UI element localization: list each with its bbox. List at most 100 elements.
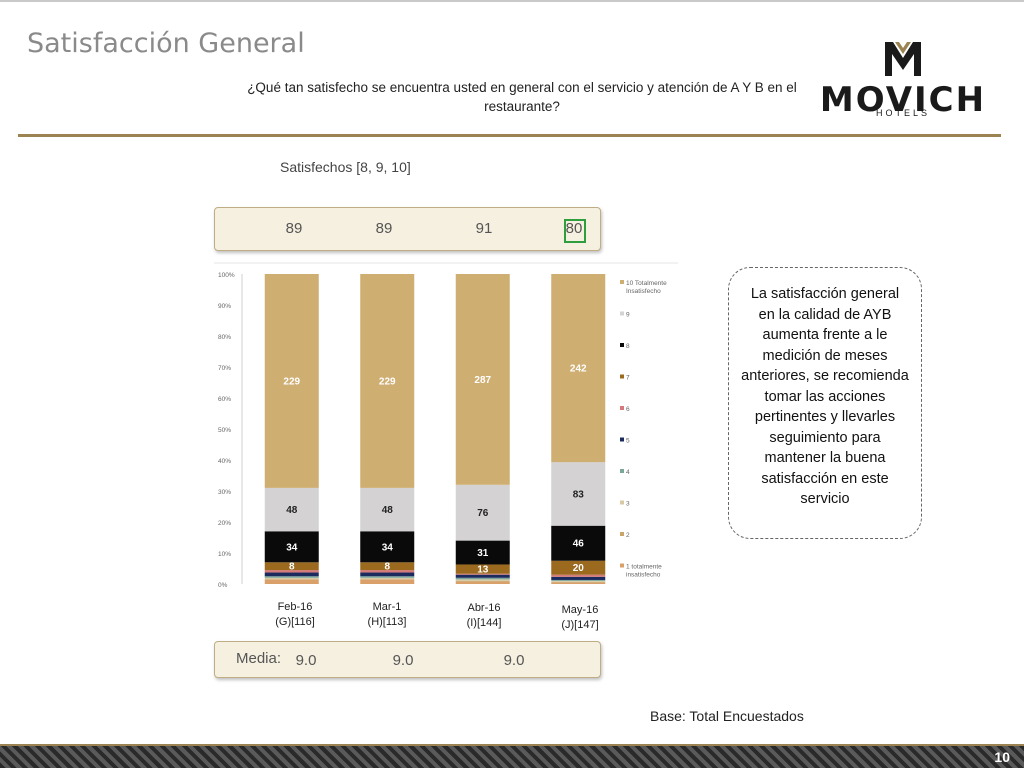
data-label: 20: [573, 563, 585, 574]
bar-segment: [551, 525, 606, 561]
legend-label: 8: [626, 343, 630, 350]
bar-segment: [551, 576, 606, 580]
legend-label: 10 Totalmente: [626, 280, 667, 287]
legend-label: insatisfecho: [626, 572, 661, 579]
bar-segment: [551, 582, 606, 584]
satisfied-value: 89: [375, 220, 393, 237]
header-divider: [18, 134, 1001, 137]
bar-segment: [264, 572, 319, 577]
top-divider: [0, 0, 1024, 2]
bar-segment: [455, 564, 510, 574]
legend-swatch: [620, 532, 624, 536]
bar-segment: [264, 487, 319, 532]
legend-swatch: [620, 280, 624, 284]
footer-pattern: [0, 746, 1024, 768]
legend-label: 4: [626, 469, 630, 476]
media-value: 9.0: [503, 652, 525, 669]
satisfied-label: Satisfechos [8, 9, 10]: [280, 159, 411, 175]
highlight-box: [564, 219, 586, 243]
y-tick-label: 60%: [218, 396, 231, 403]
data-label: 8: [289, 562, 295, 573]
bar-segment: [360, 274, 415, 488]
bar-segment: [360, 531, 415, 563]
legend-swatch: [620, 500, 624, 505]
logo-emblem-icon: [885, 42, 921, 76]
y-tick-label: 10%: [218, 551, 231, 558]
y-tick-label: 30%: [218, 489, 231, 496]
data-label: 48: [382, 505, 394, 516]
bar-segment: [264, 570, 319, 573]
bar-segment: [360, 572, 415, 577]
satisfied-value: 80: [565, 220, 583, 237]
legend-swatch: [620, 469, 624, 473]
data-label: 76: [477, 508, 489, 519]
legend-label: 6: [626, 406, 630, 413]
media-label: Media:: [236, 650, 282, 667]
comment-callout: La satisfacción general en la calidad de…: [728, 267, 922, 539]
y-tick-label: 100%: [218, 272, 235, 279]
data-label: 34: [286, 542, 298, 553]
logo-wordmark: MOVICH: [819, 80, 987, 120]
bar-segment: [455, 274, 510, 485]
bar-segment: [264, 562, 319, 571]
page-number: 10: [994, 749, 1010, 765]
legend-swatch: [620, 374, 624, 379]
bar-segment: [455, 484, 510, 541]
data-label: 229: [283, 376, 300, 387]
bar-segment: [551, 580, 606, 582]
bar-segment: [551, 574, 606, 577]
y-tick-label: 0%: [218, 582, 228, 589]
bar-segment: [264, 274, 319, 488]
bar-segment: [455, 577, 510, 580]
data-label: 31: [477, 548, 489, 559]
data-label: 83: [573, 489, 585, 500]
bar-segment: [360, 579, 415, 584]
legend-label: 9: [626, 312, 630, 319]
data-label: 46: [573, 539, 585, 550]
bar-segment: [455, 574, 510, 578]
legend-label: Insatisfecho: [626, 288, 661, 295]
movich-logo: MOVICH HOTELS: [818, 40, 988, 122]
bar-segment: [360, 577, 415, 580]
bar-segment: [551, 274, 606, 463]
satisfied-value: 89: [285, 220, 303, 237]
legend-swatch: [620, 311, 624, 316]
y-tick-label: 70%: [218, 365, 231, 372]
x-axis-label: Feb-16 (G)[116]: [275, 601, 315, 628]
satisfied-band: [214, 207, 601, 251]
bar-segment: [551, 462, 606, 526]
bar-segment: [264, 576, 319, 578]
legend-swatch: [620, 406, 624, 410]
y-tick-label: 50%: [218, 427, 231, 434]
bar-segment: [455, 573, 510, 575]
y-tick-label: 90%: [218, 303, 231, 310]
page-title: Satisfacción General: [27, 28, 305, 59]
bar-segment: [455, 581, 510, 584]
x-axis-label: May-16 (J)[147]: [561, 604, 599, 631]
y-tick-label: 80%: [218, 334, 231, 341]
media-value: 9.0: [392, 652, 414, 669]
bar-segment: [360, 562, 415, 571]
legend-swatch: [620, 437, 624, 442]
x-axis-label: Abr-16 (I)[144]: [466, 602, 502, 629]
bar-segment: [455, 580, 510, 582]
data-label: 287: [474, 375, 491, 386]
media-band: [214, 641, 601, 678]
satisfied-value: 91: [475, 220, 493, 237]
data-label: 34: [382, 542, 394, 553]
survey-question: ¿Qué tan satisfecho se encuentra usted e…: [247, 80, 797, 114]
logo-subtitle: HOTELS: [875, 108, 930, 118]
media-value: 9.0: [295, 652, 317, 669]
data-label: 242: [570, 364, 587, 375]
bar-segment: [264, 577, 319, 580]
bar-segment: [360, 570, 415, 573]
x-axis-label: Mar-1 (H)[113]: [367, 601, 407, 628]
footer-divider: [0, 744, 1024, 747]
bar-segment: [360, 576, 415, 578]
legend-swatch: [620, 563, 624, 568]
y-tick-label: 20%: [218, 520, 231, 527]
data-label: 8: [384, 562, 390, 573]
bar-segment: [551, 579, 606, 581]
data-label: 229: [379, 376, 396, 387]
legend-swatch: [620, 343, 624, 347]
